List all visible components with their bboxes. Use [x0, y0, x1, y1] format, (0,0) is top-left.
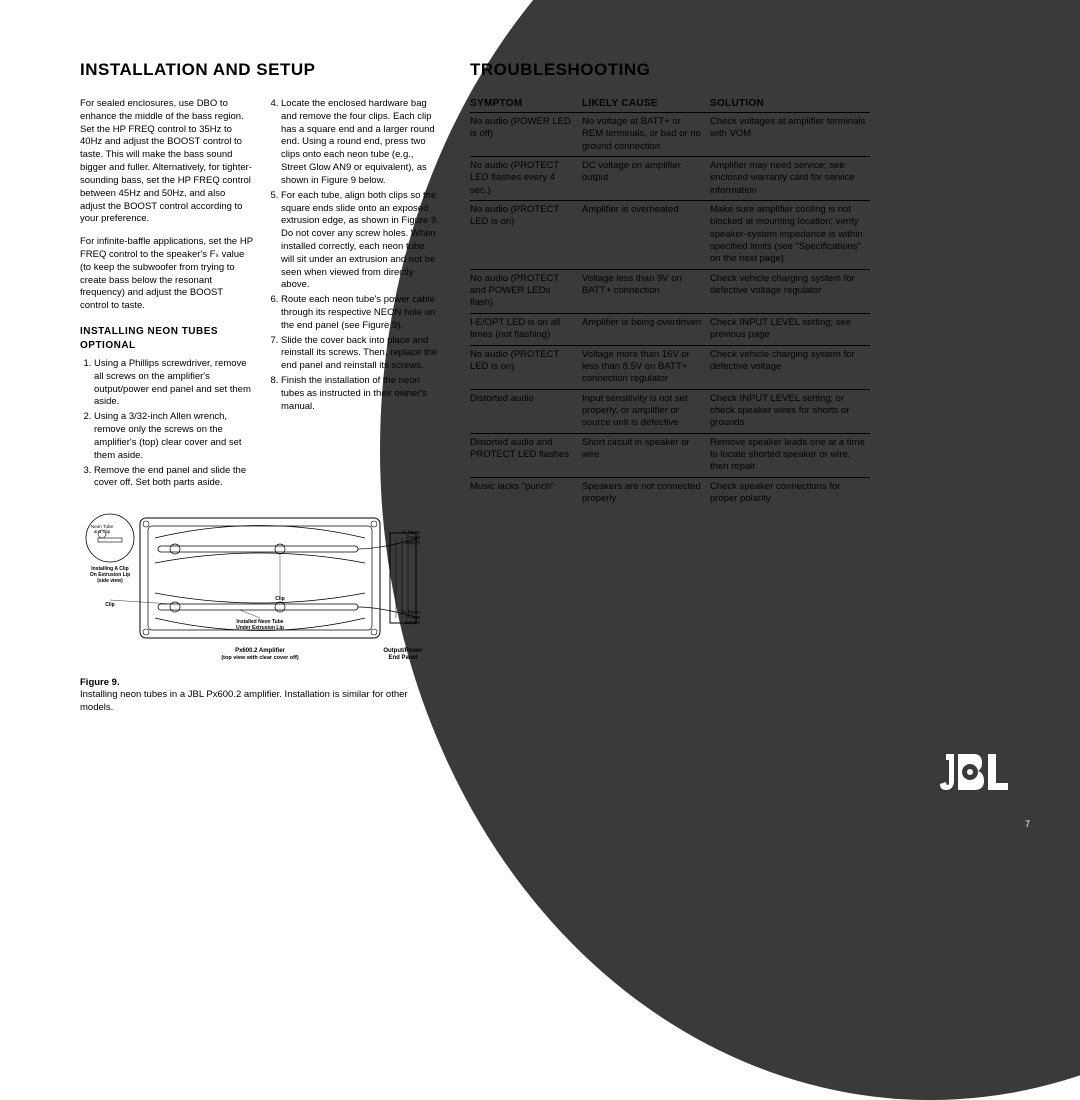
- table-cell: No audio (PROTECT and POWER LEDs flash): [470, 273, 582, 310]
- table-cell: I-E/OPT LED is on all times (not flashin…: [470, 317, 582, 342]
- step-3: Remove the end panel and slide the cover…: [94, 465, 253, 491]
- table-row: I-E/OPT LED is on all times (not flashin…: [470, 313, 870, 345]
- svg-text:Supply: Supply: [405, 620, 421, 626]
- table-cell: No audio (PROTECT LED flashes every 4 se…: [470, 160, 582, 197]
- page-content: INSTALLATION AND SETUP For sealed enclos…: [0, 0, 1080, 734]
- installation-column: INSTALLATION AND SETUP For sealed enclos…: [80, 60, 440, 714]
- troubleshooting-header-row: SYMPTOM LIKELY CAUSE SOLUTION: [470, 98, 870, 112]
- table-cell: Short circuit in speaker or wire: [582, 437, 710, 474]
- installation-col-a: For sealed enclosures, use DBO to enhanc…: [80, 98, 253, 492]
- svg-text:Clip: Clip: [275, 596, 284, 602]
- troubleshooting-table: No audio (POWER LED is off)No voltage at…: [470, 112, 870, 508]
- installation-heading: INSTALLATION AND SETUP: [80, 60, 440, 80]
- table-row: No audio (PROTECT LED is on)Amplifier is…: [470, 200, 870, 269]
- table-cell: DC voltage on amplifier output: [582, 160, 710, 197]
- step-5: For each tube, align both clips so the s…: [281, 190, 440, 293]
- table-cell: Check vehicle charging system for defect…: [710, 349, 870, 386]
- table-cell: No voltage at BATT+ or REM terminals, or…: [582, 116, 710, 153]
- table-cell: Speakers are not connected properly: [582, 481, 710, 506]
- table-row: No audio (PROTECT LED is on)Voltage more…: [470, 345, 870, 389]
- install-para-1: For sealed enclosures, use DBO to enhanc…: [80, 98, 253, 226]
- figure-9-diagram: To Neon Power Supply To Neon Power Suppl…: [80, 508, 430, 668]
- figure-caption-text: Installing neon tubes in a JBL Px600.2 a…: [80, 689, 408, 712]
- table-cell: Amplifier is overheated: [582, 204, 710, 266]
- svg-text:(side view): (side view): [97, 578, 123, 584]
- fig-amp-label: Px600.2 Amplifier: [235, 648, 285, 654]
- fig-panel-label: Output/Power: [383, 648, 423, 654]
- table-cell: Distorted audio: [470, 393, 582, 430]
- table-cell: Check speaker connections for proper pol…: [710, 481, 870, 506]
- svg-text:Under Extrusion Lip: Under Extrusion Lip: [236, 625, 284, 631]
- table-cell: Voltage more than 16V or less than 8.5V …: [582, 349, 710, 386]
- step-1: Using a Phillips screwdriver, remove all…: [94, 358, 253, 409]
- step-4: Locate the enclosed hardware bag and rem…: [281, 98, 440, 188]
- page-number: 7: [1025, 819, 1030, 829]
- step-8: Finish the installation of the neon tube…: [281, 375, 440, 413]
- fig-amp-sub: (top view with clear cover off): [221, 655, 298, 661]
- table-cell: Check INPUT LEVEL setting; or check spea…: [710, 393, 870, 430]
- table-cell: Input sensitivity is not set properly, o…: [582, 393, 710, 430]
- table-cell: No audio (PROTECT LED is on): [470, 204, 582, 266]
- install-steps-a: Using a Phillips screwdriver, remove all…: [80, 358, 253, 490]
- th-cause: LIKELY CAUSE: [582, 98, 710, 109]
- table-row: No audio (PROTECT and POWER LEDs flash)V…: [470, 269, 870, 313]
- step-6: Route each neon tube's power cable throu…: [281, 294, 440, 332]
- install-para-2: For infinite-baffle applications, set th…: [80, 236, 253, 313]
- table-row: Music lacks "punch"Speakers are not conn…: [470, 477, 870, 509]
- table-cell: Check vehicle charging system for defect…: [710, 273, 870, 310]
- figure-9: To Neon Power Supply To Neon Power Suppl…: [80, 508, 430, 714]
- figure-caption: Figure 9. Installing neon tubes in a JBL…: [80, 677, 430, 714]
- table-cell: Check INPUT LEVEL setting; see previous …: [710, 317, 870, 342]
- svg-text:Clip: Clip: [105, 602, 114, 608]
- table-cell: No audio (PROTECT LED is on): [470, 349, 582, 386]
- table-cell: Distorted audio and PROTECT LED flashes: [470, 437, 582, 474]
- table-cell: Amplifier may need service; see enclosed…: [710, 160, 870, 197]
- th-solution: SOLUTION: [710, 98, 870, 109]
- table-cell: Amplifier is being overdriven: [582, 317, 710, 342]
- installation-body: For sealed enclosures, use DBO to enhanc…: [80, 98, 440, 492]
- fig-panel-sub: End Panel: [388, 655, 417, 661]
- svg-text:Supply: Supply: [405, 540, 421, 546]
- table-cell: Check voltages at amplifier terminals wi…: [710, 116, 870, 153]
- table-row: No audio (POWER LED is off)No voltage at…: [470, 112, 870, 156]
- table-cell: Make sure amplifier cooling is not block…: [710, 204, 870, 266]
- table-row: No audio (PROTECT LED flashes every 4 se…: [470, 156, 870, 200]
- install-steps-b: Locate the enclosed hardware bag and rem…: [267, 98, 440, 414]
- svg-text:and Clip: and Clip: [94, 529, 111, 534]
- step-7: Slide the cover back into place and rein…: [281, 335, 440, 373]
- table-cell: Remove speaker leads one at a time to lo…: [710, 437, 870, 474]
- troubleshooting-heading: TROUBLESHOOTING: [470, 60, 870, 80]
- jbl-logo: [940, 752, 1010, 801]
- table-row: Distorted audioInput sensitivity is not …: [470, 389, 870, 433]
- table-row: Distorted audio and PROTECT LED flashesS…: [470, 433, 870, 477]
- install-subhead: INSTALLING NEON TUBES OPTIONAL: [80, 325, 253, 352]
- table-cell: Music lacks "punch": [470, 481, 582, 506]
- installation-col-b: Locate the enclosed hardware bag and rem…: [267, 98, 440, 492]
- troubleshooting-column: TROUBLESHOOTING SYMPTOM LIKELY CAUSE SOL…: [470, 60, 870, 714]
- figure-label: Figure 9.: [80, 677, 120, 688]
- table-cell: No audio (POWER LED is off): [470, 116, 582, 153]
- th-symptom: SYMPTOM: [470, 98, 582, 109]
- table-cell: Voltage less than 9V on BATT+ connection: [582, 273, 710, 310]
- step-2: Using a 3/32-inch Allen wrench, remove o…: [94, 411, 253, 462]
